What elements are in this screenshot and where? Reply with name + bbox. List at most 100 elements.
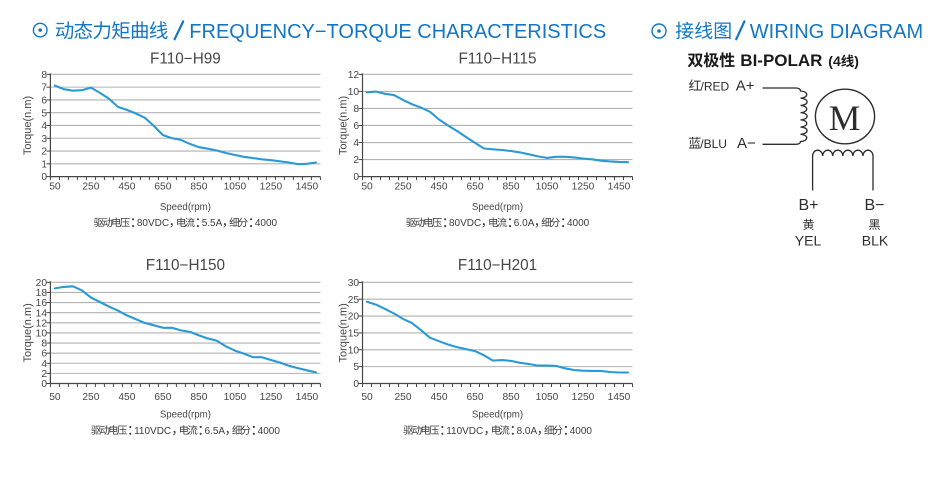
svg-text:250: 250 [82, 392, 99, 403]
svg-text:5: 5 [41, 108, 47, 119]
svg-text:(4: (4 [828, 53, 841, 69]
svg-text:250: 250 [395, 182, 412, 193]
svg-text:0: 0 [353, 379, 359, 390]
svg-text:2: 2 [41, 369, 47, 380]
svg-text:50: 50 [361, 392, 373, 403]
svg-text:BI-POLAR: BI-POLAR [740, 51, 822, 70]
svg-text:B+: B+ [798, 197, 818, 214]
svg-text:Speed(rpm): Speed(rpm) [472, 202, 523, 213]
svg-text:A+: A+ [736, 77, 755, 94]
svg-text:F110−H150: F110−H150 [146, 257, 225, 274]
svg-text:4000: 4000 [570, 426, 593, 437]
svg-text:50: 50 [49, 182, 61, 193]
svg-text:4000: 4000 [567, 218, 590, 229]
svg-text:450: 450 [431, 182, 448, 193]
svg-text:4: 4 [41, 121, 47, 132]
svg-text:50: 50 [361, 182, 373, 193]
svg-text:0: 0 [353, 172, 359, 183]
svg-text:1050: 1050 [224, 182, 247, 193]
svg-text:1250: 1250 [260, 392, 283, 403]
svg-text:4: 4 [353, 138, 359, 149]
svg-text:18: 18 [36, 288, 48, 299]
svg-text:15: 15 [348, 329, 360, 340]
svg-text:5: 5 [353, 362, 359, 373]
svg-text:F110−H201: F110−H201 [458, 257, 537, 274]
svg-text:8.0A: 8.0A [517, 426, 538, 437]
svg-text:1050: 1050 [536, 392, 559, 403]
svg-text:/BLU: /BLU [700, 137, 727, 151]
svg-text:1250: 1250 [572, 182, 595, 193]
svg-text:10: 10 [36, 329, 48, 340]
svg-text:4000: 4000 [258, 426, 281, 437]
svg-text:20: 20 [36, 278, 48, 289]
svg-text:6: 6 [41, 349, 47, 360]
svg-text:8: 8 [353, 104, 359, 115]
svg-text:1250: 1250 [260, 182, 283, 193]
svg-text:1450: 1450 [296, 182, 319, 193]
svg-text:450: 450 [431, 392, 448, 403]
svg-text:2: 2 [353, 155, 359, 166]
svg-text:12: 12 [36, 318, 48, 329]
svg-text:Torque(n.m): Torque(n.m) [338, 303, 350, 362]
svg-text:FREQUENCY−TORQUE CHARACTERISTI: FREQUENCY−TORQUE CHARACTERISTICS [189, 21, 606, 43]
svg-text:4000: 4000 [255, 218, 278, 229]
svg-text:M: M [829, 98, 861, 138]
svg-text:650: 650 [154, 392, 171, 403]
svg-text:50: 50 [49, 392, 61, 403]
svg-text:650: 650 [467, 392, 484, 403]
svg-text:250: 250 [82, 182, 99, 193]
svg-text:20: 20 [348, 312, 360, 323]
svg-text:450: 450 [118, 392, 135, 403]
svg-text:3: 3 [41, 134, 47, 145]
svg-text:6: 6 [353, 121, 359, 132]
svg-text:A−: A− [737, 135, 756, 152]
svg-text:110VDC: 110VDC [134, 426, 171, 437]
svg-text:/RED: /RED [701, 79, 730, 93]
svg-text:7: 7 [41, 83, 47, 94]
svg-text:80VDC: 80VDC [137, 218, 169, 229]
svg-text:1450: 1450 [608, 392, 631, 403]
svg-text:): ) [854, 53, 859, 69]
svg-text:14: 14 [36, 308, 48, 319]
svg-text:Speed(rpm): Speed(rpm) [160, 202, 211, 213]
svg-text:8: 8 [41, 70, 47, 81]
svg-text:650: 650 [467, 182, 484, 193]
svg-text:4: 4 [41, 359, 47, 370]
svg-text:F110−H115: F110−H115 [458, 50, 536, 67]
svg-text:Torque(n.m): Torque(n.m) [338, 96, 350, 155]
svg-text:2: 2 [41, 147, 47, 158]
svg-text:8: 8 [41, 339, 47, 350]
svg-text:F110−H99: F110−H99 [150, 50, 221, 67]
svg-text:10: 10 [348, 87, 360, 98]
svg-text:BLK: BLK [862, 233, 889, 249]
svg-text:16: 16 [36, 298, 48, 309]
svg-text:1: 1 [41, 159, 47, 170]
svg-text:25: 25 [348, 295, 360, 306]
svg-text:6.0A: 6.0A [514, 218, 535, 229]
svg-text:250: 250 [395, 392, 412, 403]
svg-text:850: 850 [190, 182, 207, 193]
svg-text:Speed(rpm): Speed(rpm) [472, 409, 523, 420]
svg-text:12: 12 [348, 70, 360, 81]
svg-text:Speed(rpm): Speed(rpm) [160, 409, 211, 420]
svg-text:30: 30 [348, 278, 360, 289]
svg-text:YEL: YEL [795, 233, 822, 249]
svg-text:110VDC: 110VDC [446, 426, 483, 437]
svg-text:1050: 1050 [536, 182, 559, 193]
svg-text:1450: 1450 [608, 182, 631, 193]
svg-text:B−: B− [864, 197, 884, 214]
svg-text:1450: 1450 [296, 392, 319, 403]
svg-text:850: 850 [503, 182, 520, 193]
svg-text:850: 850 [190, 392, 207, 403]
svg-text:1050: 1050 [224, 392, 247, 403]
svg-text:850: 850 [503, 392, 520, 403]
svg-text:10: 10 [348, 345, 360, 356]
svg-text:6.5A: 6.5A [204, 426, 225, 437]
svg-text:5.5A: 5.5A [202, 218, 223, 229]
svg-text:1250: 1250 [572, 392, 595, 403]
svg-text:6: 6 [41, 96, 47, 107]
svg-text:WIRING DIAGRAM: WIRING DIAGRAM [750, 21, 923, 43]
svg-text:Torque(n.m): Torque(n.m) [22, 303, 34, 362]
svg-text:0: 0 [41, 379, 47, 390]
svg-text:Torque(n.m): Torque(n.m) [22, 96, 34, 155]
